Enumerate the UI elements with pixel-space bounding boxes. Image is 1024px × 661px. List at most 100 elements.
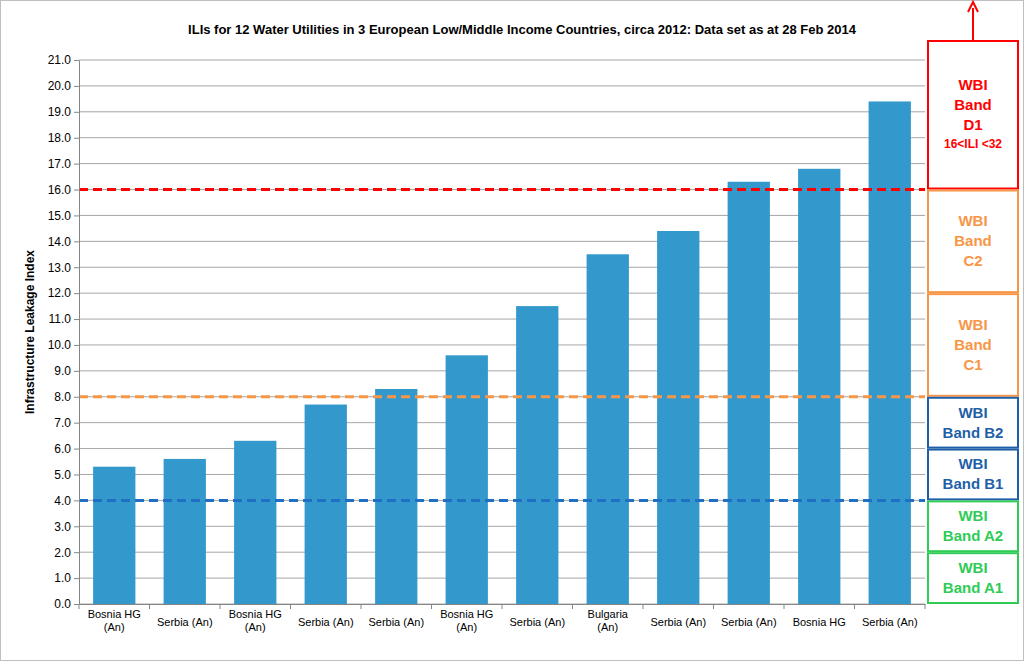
x-tick-label-line: Bulgaria bbox=[588, 608, 629, 620]
band-label: WBI bbox=[958, 507, 987, 524]
x-tick-label: Bosnia HG(An) bbox=[88, 608, 141, 633]
bar bbox=[657, 231, 699, 604]
x-tick-label-line: Bosnia HG bbox=[88, 608, 141, 620]
bar bbox=[93, 467, 135, 604]
y-tick-label: 5.0 bbox=[54, 468, 71, 482]
y-tick-label: 8.0 bbox=[54, 390, 71, 404]
y-tick: 5.0 bbox=[54, 468, 79, 482]
x-tick: Serbia (An) bbox=[157, 604, 213, 628]
band-label: Band A1 bbox=[943, 579, 1003, 596]
x-tick-label: Serbia (An) bbox=[298, 616, 354, 628]
band: WBIBandC2 bbox=[928, 191, 1018, 293]
category-separator bbox=[79, 604, 80, 609]
y-tick-mark bbox=[74, 449, 79, 450]
x-tick-label-line: (An) bbox=[245, 621, 266, 633]
band-label: D1 bbox=[963, 116, 982, 133]
category-separator bbox=[713, 604, 714, 609]
y-tick-label: 13.0 bbox=[48, 261, 72, 275]
bar bbox=[798, 169, 840, 604]
x-tick-label: Serbia (An) bbox=[721, 616, 777, 628]
band: WBIBand B1 bbox=[928, 450, 1018, 500]
y-tick-label: 2.0 bbox=[54, 546, 71, 560]
bar bbox=[305, 405, 347, 604]
grid bbox=[79, 60, 925, 604]
x-tick: Bosnia HG(An) bbox=[229, 604, 282, 633]
x-tick-label: Serbia (An) bbox=[157, 616, 213, 628]
x-tick: Serbia (An) bbox=[721, 604, 777, 628]
grid-line bbox=[79, 111, 925, 112]
chart: ILIs for 12 Water Utilities in 3 Europea… bbox=[0, 0, 1024, 661]
band: WBIBand A2 bbox=[928, 501, 1018, 551]
band-box bbox=[928, 501, 1018, 551]
y-tick: 2.0 bbox=[54, 546, 79, 560]
band-box bbox=[928, 191, 1018, 293]
y-tick-mark bbox=[74, 526, 79, 527]
y-tick-label: 6.0 bbox=[54, 442, 71, 456]
y-tick-mark bbox=[74, 241, 79, 242]
y-tick-mark bbox=[74, 578, 79, 579]
band-box bbox=[928, 553, 1018, 603]
x-tick-label: Serbia (An) bbox=[509, 616, 565, 628]
category-separator bbox=[149, 604, 150, 609]
x-tick-label-line: (An) bbox=[104, 621, 125, 633]
band-label: WBI bbox=[958, 404, 987, 421]
y-tick-label: 7.0 bbox=[54, 416, 71, 430]
y-tick: 1.0 bbox=[54, 571, 79, 585]
band: WBIBandC1 bbox=[928, 294, 1018, 396]
bar bbox=[869, 101, 911, 604]
y-tick: 16.0 bbox=[48, 183, 79, 197]
y-tick-label: 4.0 bbox=[54, 494, 71, 508]
y-tick: 0.0 bbox=[54, 597, 79, 611]
y-tick-label: 17.0 bbox=[48, 157, 72, 171]
category-separator bbox=[220, 604, 221, 609]
y-tick: 15.0 bbox=[48, 209, 79, 223]
title: ILIs for 12 Water Utilities in 3 Europea… bbox=[188, 22, 857, 37]
x-tick: Bosnia HG(An) bbox=[88, 604, 141, 633]
band: WBIBand A1 bbox=[928, 553, 1018, 603]
threshold-line bbox=[79, 499, 925, 502]
band-note: 16<ILI <32 bbox=[944, 137, 1002, 151]
y-tick-mark bbox=[74, 215, 79, 216]
y-tick-label: 18.0 bbox=[48, 131, 72, 145]
category-separator bbox=[572, 604, 573, 609]
x-tick: Serbia (An) bbox=[862, 604, 918, 628]
grid-line bbox=[79, 137, 925, 138]
band-box bbox=[928, 294, 1018, 396]
grid-line bbox=[79, 163, 925, 164]
y-tick: 4.0 bbox=[54, 494, 79, 508]
y-tick-mark bbox=[74, 345, 79, 346]
x-tick-label: Bosnia HG(An) bbox=[229, 608, 282, 633]
y-tick: 12.0 bbox=[48, 286, 79, 300]
grid-line bbox=[79, 396, 925, 397]
band-arrow bbox=[972, 8, 974, 40]
band-label: WBI bbox=[958, 76, 987, 93]
band-label: Band bbox=[954, 232, 992, 249]
y-tick-label: 14.0 bbox=[48, 235, 72, 249]
x-tick: Bosnia HG(An) bbox=[440, 604, 493, 633]
y-tick-mark bbox=[74, 190, 79, 191]
category-separator bbox=[431, 604, 432, 609]
y-tick-label: 21.0 bbox=[48, 53, 72, 67]
y-tick-label: 3.0 bbox=[54, 520, 71, 534]
y-tick-mark bbox=[74, 267, 79, 268]
x-tick-label: Bulgaria(An) bbox=[588, 608, 629, 633]
y-tick: 7.0 bbox=[54, 416, 79, 430]
grid-line bbox=[79, 189, 925, 190]
y-axis-title: Infrastructure Leakage Index bbox=[23, 250, 37, 414]
y-tick-mark bbox=[74, 500, 79, 501]
band-label: C2 bbox=[963, 252, 982, 269]
y-tick-label: 1.0 bbox=[54, 571, 71, 585]
band-label: Band bbox=[954, 336, 992, 353]
y-tick: 8.0 bbox=[54, 390, 79, 404]
band: WBIBandD116<ILI <32 bbox=[928, 2, 1018, 189]
y-tick-label: 20.0 bbox=[48, 79, 72, 93]
y-tick-mark bbox=[74, 86, 79, 87]
band-box bbox=[928, 450, 1018, 500]
x-tick-label: Bosnia HG(An) bbox=[440, 608, 493, 633]
grid-line bbox=[79, 85, 925, 86]
y-tick-mark bbox=[74, 552, 79, 553]
band-label: WBI bbox=[958, 455, 987, 472]
category-separator bbox=[290, 604, 291, 609]
bar bbox=[516, 306, 558, 604]
band-label: C1 bbox=[963, 356, 982, 373]
